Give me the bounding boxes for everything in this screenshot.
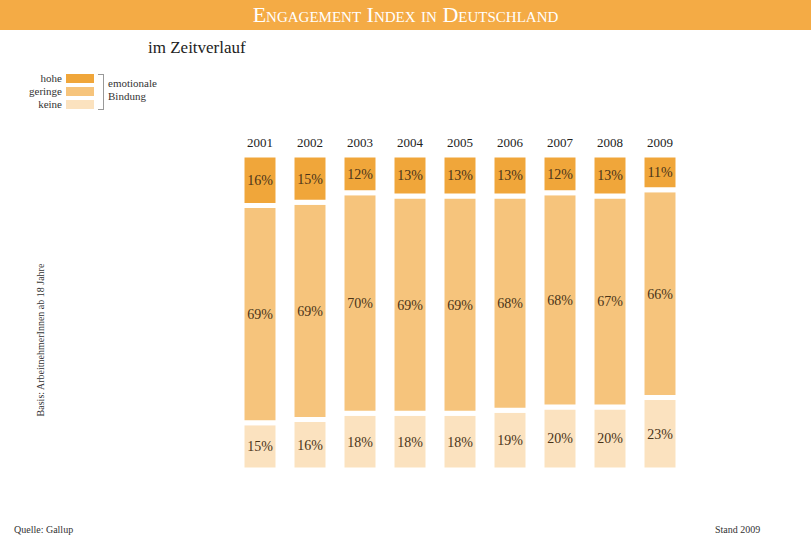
svg-text:16%: 16%	[247, 173, 273, 188]
svg-text:15%: 15%	[297, 172, 323, 187]
svg-text:18%: 18%	[347, 435, 373, 450]
svg-text:11%: 11%	[647, 165, 672, 180]
svg-text:2008: 2008	[597, 135, 623, 150]
html-text:Stand 2009: Stand 2009	[715, 524, 761, 535]
svg-text:13%: 13%	[447, 168, 473, 183]
svg-text:15%: 15%	[247, 439, 273, 454]
svg-text:69%: 69%	[397, 298, 423, 313]
html-text:im Zeitverlauf: im Zeitverlauf	[148, 38, 246, 57]
svg-text:2001: 2001	[247, 135, 273, 150]
svg-text:2004: 2004	[397, 135, 424, 150]
svg-text:13%: 13%	[597, 168, 623, 183]
svg-text:12%: 12%	[347, 167, 373, 182]
svg-text:2007: 2007	[547, 135, 574, 150]
svg-text:69%: 69%	[447, 298, 473, 313]
svg-text:19%: 19%	[497, 433, 523, 448]
svg-text:2006: 2006	[497, 135, 524, 150]
svg-text:70%: 70%	[347, 296, 373, 311]
html-text:Basis: ArbeitnehmerInnen ab 18: Basis: ArbeitnehmerInnen ab 18 Jahre	[34, 263, 46, 417]
svg-text:2003: 2003	[347, 135, 373, 150]
svg-text:16%: 16%	[297, 438, 323, 453]
svg-text:13%: 13%	[497, 168, 523, 183]
html-text:emotionale Bindung: emotionale Bindung	[108, 77, 157, 102]
html-text:hohe: hohe	[40, 72, 62, 84]
svg-text:2002: 2002	[297, 135, 323, 150]
svg-text:2009: 2009	[647, 135, 673, 150]
svg-text:68%: 68%	[547, 293, 573, 308]
svg-text:23%: 23%	[647, 427, 673, 442]
svg-text:18%: 18%	[397, 435, 423, 450]
html-text:keine: keine	[38, 98, 62, 110]
html-text:geringe: geringe	[29, 85, 62, 97]
svg-text:18%: 18%	[447, 435, 473, 450]
svg-text:69%: 69%	[297, 304, 323, 319]
svg-text:66%: 66%	[647, 287, 673, 302]
svg-text:12%: 12%	[547, 167, 573, 182]
html-text:Quelle: Gallup: Quelle: Gallup	[14, 524, 74, 535]
html-text:Engagement Index in Deutschlan: Engagement Index in Deutschland	[252, 2, 559, 27]
svg-text:69%: 69%	[247, 307, 273, 322]
svg-text:67%: 67%	[597, 294, 623, 309]
svg-text:2005: 2005	[447, 135, 473, 150]
svg-text:20%: 20%	[597, 431, 623, 446]
svg-text:20%: 20%	[547, 431, 573, 446]
svg-text:68%: 68%	[497, 296, 523, 311]
svg-text:13%: 13%	[397, 168, 423, 183]
